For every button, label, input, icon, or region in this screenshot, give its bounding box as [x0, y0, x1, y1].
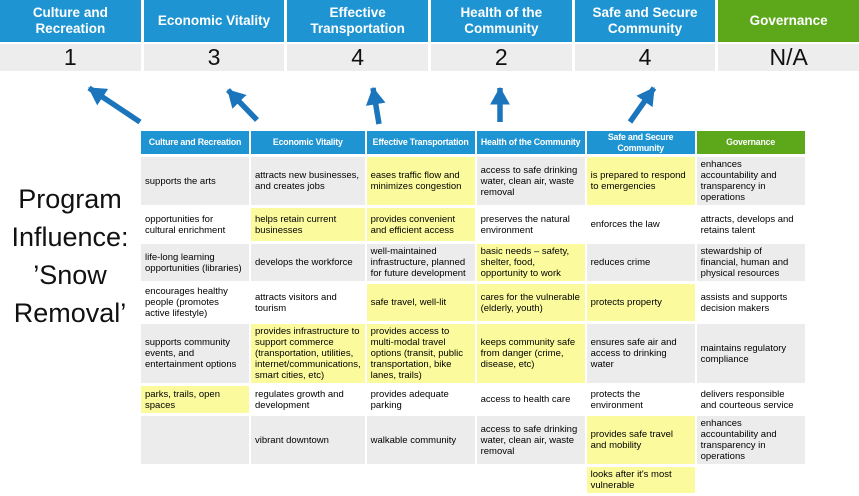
influence-score: 1: [0, 44, 141, 71]
matrix-cell-highlighted: provides convenient and efficient access: [366, 208, 475, 242]
matrix-cell: access to health care: [476, 386, 585, 414]
matrix-cell: [476, 467, 585, 494]
matrix-cell-highlighted: looks after it's most vulnerable: [586, 467, 695, 494]
matrix-cell-highlighted: eases traffic flow and minimizes congest…: [366, 157, 475, 206]
matrix-row: opportunities for cultural enrichment hel…: [141, 208, 805, 242]
matrix-cell: [696, 467, 805, 494]
matrix-cell-highlighted: safe travel, well-lit: [366, 284, 475, 322]
score-column: Governance N/A: [718, 0, 859, 71]
matrix-cell: delivers responsible and courteous servi…: [696, 386, 805, 414]
matrix-cell: access to safe drinking water, clean air…: [476, 416, 585, 465]
score-column: Economic Vitality 3: [143, 0, 285, 71]
influence-score: 4: [287, 44, 428, 71]
influence-arrows: [87, 85, 657, 125]
priority-header: Governance: [718, 0, 859, 42]
matrix-cell: enhances accountability and transparency…: [696, 416, 805, 465]
priority-header: Health of the Community: [431, 0, 572, 42]
up-arrow-icon: [627, 86, 657, 124]
matrix-cell: vibrant downtown: [251, 416, 365, 465]
matrix-cell: supports the arts: [141, 157, 249, 206]
matrix-cell: reduces crime: [586, 244, 695, 282]
matrix-column-header: Health of the Community: [476, 131, 585, 155]
scoreboard: Culture and Recreation 1 Economic Vitality…: [0, 0, 859, 71]
matrix-column-header: Economic Vitality: [251, 131, 365, 155]
matrix-header-row: Culture and Recreation Economic Vitality E…: [141, 131, 805, 155]
matrix-row: looks after it's most vulnerable: [141, 467, 805, 494]
matrix-cell: attracts, develops and retains talent: [696, 208, 805, 242]
matrix-column-header: Effective Transportation: [366, 131, 475, 155]
matrix-cell-highlighted: parks, trails, open spaces: [141, 386, 249, 414]
matrix-cell-highlighted: provides access to multi-modal travel op…: [366, 324, 475, 384]
matrix-cell: enforces the law: [586, 208, 695, 242]
matrix-column-header: Safe and Secure Community: [586, 131, 695, 155]
matrix-cell: maintains regulatory compliance: [696, 324, 805, 384]
matrix-cell-highlighted: protects property: [586, 284, 695, 322]
program-influence-title: Program Influence: ’Snow Removal’: [0, 180, 140, 332]
influence-score: 2: [431, 44, 572, 71]
matrix-cell: supports community events, and entertain…: [141, 324, 249, 384]
matrix-cell: [251, 467, 365, 494]
title-line: Removal’: [13, 298, 127, 328]
score-column: Effective Transportation 4: [287, 0, 428, 71]
priority-header: Economic Vitality: [143, 0, 285, 42]
title-line: ’Snow: [33, 260, 107, 290]
matrix-cell: enhances accountability and transparency…: [696, 157, 805, 206]
up-arrow-icon: [226, 88, 259, 122]
matrix-cell: [141, 416, 249, 465]
priority-header: Safe and Secure Community: [574, 0, 716, 42]
matrix-cell: attracts visitors and tourism: [251, 284, 365, 322]
matrix-cell: [366, 467, 475, 494]
matrix-column-header: Culture and Recreation: [141, 131, 249, 155]
matrix-cell: [141, 467, 249, 494]
influence-score: 4: [574, 44, 716, 71]
matrix-row: parks, trails, open spaces regulates grow…: [141, 386, 805, 414]
matrix-row: vibrant downtown walkable community access…: [141, 416, 805, 465]
matrix-cell: life-long learning opportunities (librar…: [141, 244, 249, 282]
influence-score: N/A: [718, 44, 859, 71]
up-arrow-icon: [87, 85, 142, 125]
matrix-cell: protects the environment: [586, 386, 695, 414]
matrix-cell: walkable community: [366, 416, 475, 465]
up-arrow-icon: [365, 86, 386, 125]
score-column: Health of the Community 2: [431, 0, 572, 71]
matrix-cell: encourages healthy people (promotes acti…: [141, 284, 249, 322]
matrix-cell: regulates growth and development: [251, 386, 365, 414]
matrix-cell: attracts new businesses, and creates job…: [251, 157, 365, 206]
matrix-row: supports the arts attracts new businesses…: [141, 157, 805, 206]
priority-header: Culture and Recreation: [0, 0, 141, 42]
score-column: Culture and Recreation 1: [0, 0, 141, 71]
matrix-cell-highlighted: cares for the vulnerable (elderly, youth…: [476, 284, 585, 322]
matrix-cell: preserves the natural environment: [476, 208, 585, 242]
matrix-row: life-long learning opportunities (librar…: [141, 244, 805, 282]
matrix-cell-highlighted: basic needs – safety, shelter, food, opp…: [476, 244, 585, 282]
matrix-cell-highlighted: is prepared to respond to emergencies: [586, 157, 695, 206]
matrix-cell: well-maintained infrastructure, planned …: [366, 244, 475, 282]
matrix-body: supports the arts attracts new businesses…: [141, 157, 805, 494]
matrix-cell-highlighted: helps retain current businesses: [251, 208, 365, 242]
title-line: Program: [18, 184, 122, 214]
priorities-matrix: Culture and Recreation Economic Vitality E…: [139, 128, 807, 496]
matrix-cell-highlighted: provides infrastructure to support comme…: [251, 324, 365, 384]
matrix-cell-highlighted: provides safe travel and mobility: [586, 416, 695, 465]
matrix-cell: stewardship of financial, human and phys…: [696, 244, 805, 282]
score-column: Safe and Secure Community 4: [574, 0, 716, 71]
matrix-cell: provides adequate parking: [366, 386, 475, 414]
matrix-cell: develops the workforce: [251, 244, 365, 282]
matrix-cell: opportunities for cultural enrichment: [141, 208, 249, 242]
matrix-cell: assists and supports decision makers: [696, 284, 805, 322]
influence-score: 3: [143, 44, 285, 71]
matrix-row: encourages healthy people (promotes acti…: [141, 284, 805, 322]
matrix-row: supports community events, and entertain…: [141, 324, 805, 384]
matrix-cell-highlighted: keeps community safe from danger (crime,…: [476, 324, 585, 384]
priority-header: Effective Transportation: [287, 0, 428, 42]
title-line: Influence:: [11, 222, 129, 252]
matrix-cell: access to safe drinking water, clean air…: [476, 157, 585, 206]
matrix-column-header: Governance: [696, 131, 805, 155]
matrix-cell: ensures safe air and access to drinking …: [586, 324, 695, 384]
